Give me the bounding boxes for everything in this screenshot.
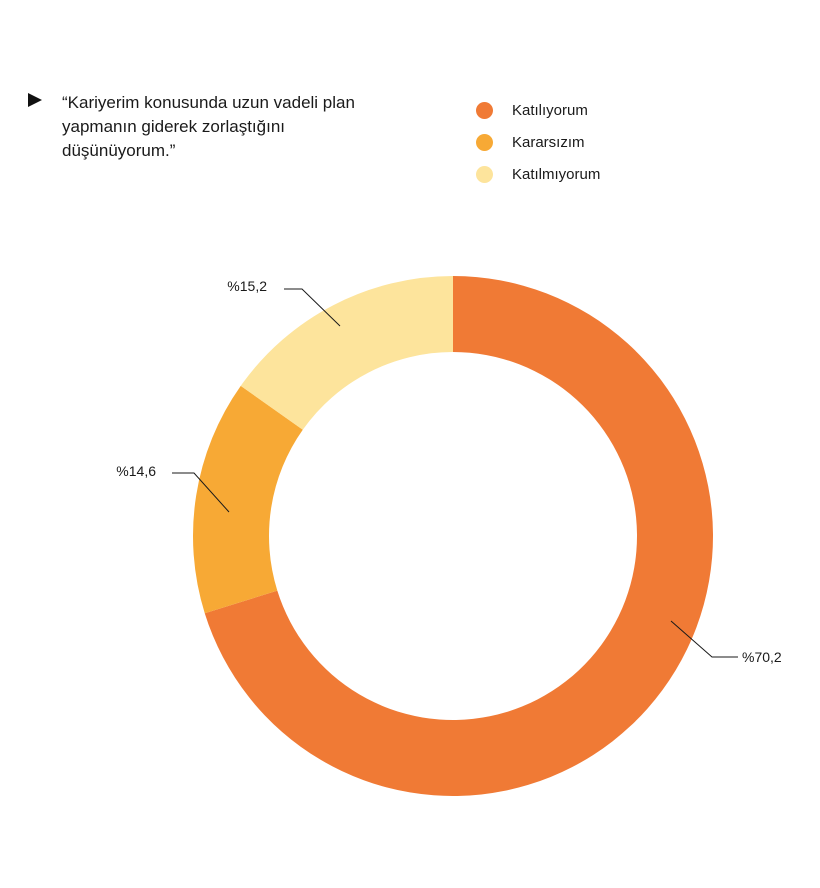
leader-line: [284, 288, 341, 327]
value-label: %15,2: [227, 278, 267, 294]
legend-label: Katılmıyorum: [512, 165, 601, 183]
bullet-arrow-icon: [28, 93, 42, 107]
legend-item-katilmiyorum: Katılmıyorum: [476, 158, 600, 190]
legend-label: Katılıyorum: [512, 101, 588, 119]
leader-line: [670, 620, 738, 658]
chart-legend: Katılıyorum Kararsızım Katılmıyorum: [476, 94, 600, 190]
donut-slice-2: [193, 385, 303, 614]
value-label: %70,2: [742, 649, 782, 665]
leader-line: [172, 472, 230, 513]
legend-swatch: [476, 133, 493, 151]
legend-swatch: [476, 165, 493, 183]
donut-slice-3: [240, 276, 453, 430]
legend-swatch: [476, 101, 493, 119]
legend-item-katiliyorum: Katılıyorum: [476, 94, 600, 126]
legend-item-kararsizim: Kararsızım: [476, 126, 600, 158]
donut-slice-1: [204, 276, 713, 796]
survey-question: “Kariyerim konusunda uzun vadeli plan ya…: [62, 93, 355, 160]
legend-label: Kararsızım: [512, 133, 585, 151]
value-label: %14,6: [116, 463, 156, 479]
